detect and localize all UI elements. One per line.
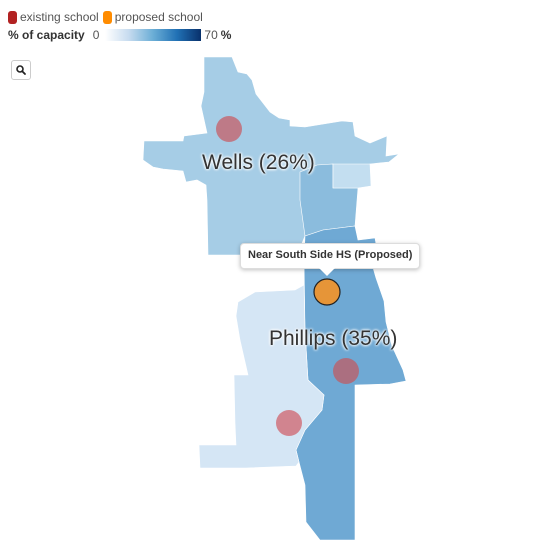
capacity-scale-max: 70 — [204, 28, 218, 42]
existing-school-swatch — [8, 10, 17, 24]
capacity-scale-title: % of capacity — [8, 28, 85, 42]
capacity-scale-unit: % — [220, 28, 232, 42]
existing-school-wells[interactable] — [216, 116, 242, 142]
wells-northeast-area[interactable] — [332, 163, 372, 189]
proposed-school-label: proposed school — [114, 10, 203, 24]
map-legend: existing school proposed school % of cap… — [8, 9, 231, 43]
existing-school-phillips[interactable] — [333, 358, 359, 384]
capacity-scale-min: 0 — [92, 28, 100, 42]
tooltip-arrow — [319, 268, 335, 276]
search-button[interactable] — [11, 60, 31, 80]
wells-district-label: Wells (26%) — [202, 151, 315, 174]
capacity-gradient-bar — [105, 29, 202, 41]
search-icon — [16, 65, 26, 75]
existing-school-southwest[interactable] — [276, 410, 302, 436]
proposed-school-near-south-side[interactable] — [313, 278, 341, 306]
existing-school-label: existing school — [20, 10, 99, 24]
school-tooltip: Near South Side HS (Proposed) — [240, 243, 421, 269]
school-type-legend: existing school proposed school — [8, 9, 231, 25]
phillips-district-label: Phillips (35%) — [269, 327, 398, 350]
capacity-scale: % of capacity 0 70 % — [8, 27, 231, 43]
proposed-school-swatch — [102, 10, 112, 24]
